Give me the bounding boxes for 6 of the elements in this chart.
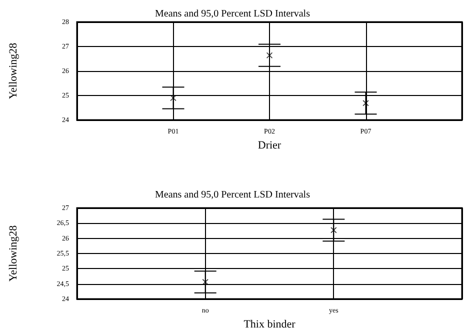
- chart-title: Means and 95,0 Percent LSD Intervals: [155, 190, 310, 200]
- y-axis-title: Yellowing28: [8, 42, 20, 100]
- chart-title: Means and 95,0 Percent LSD Intervals: [155, 8, 310, 20]
- y-axis-title: Yellowing28: [8, 224, 20, 282]
- x-axis-title: Drier: [258, 140, 282, 152]
- x-axis-title: Thix binder: [244, 318, 296, 330]
